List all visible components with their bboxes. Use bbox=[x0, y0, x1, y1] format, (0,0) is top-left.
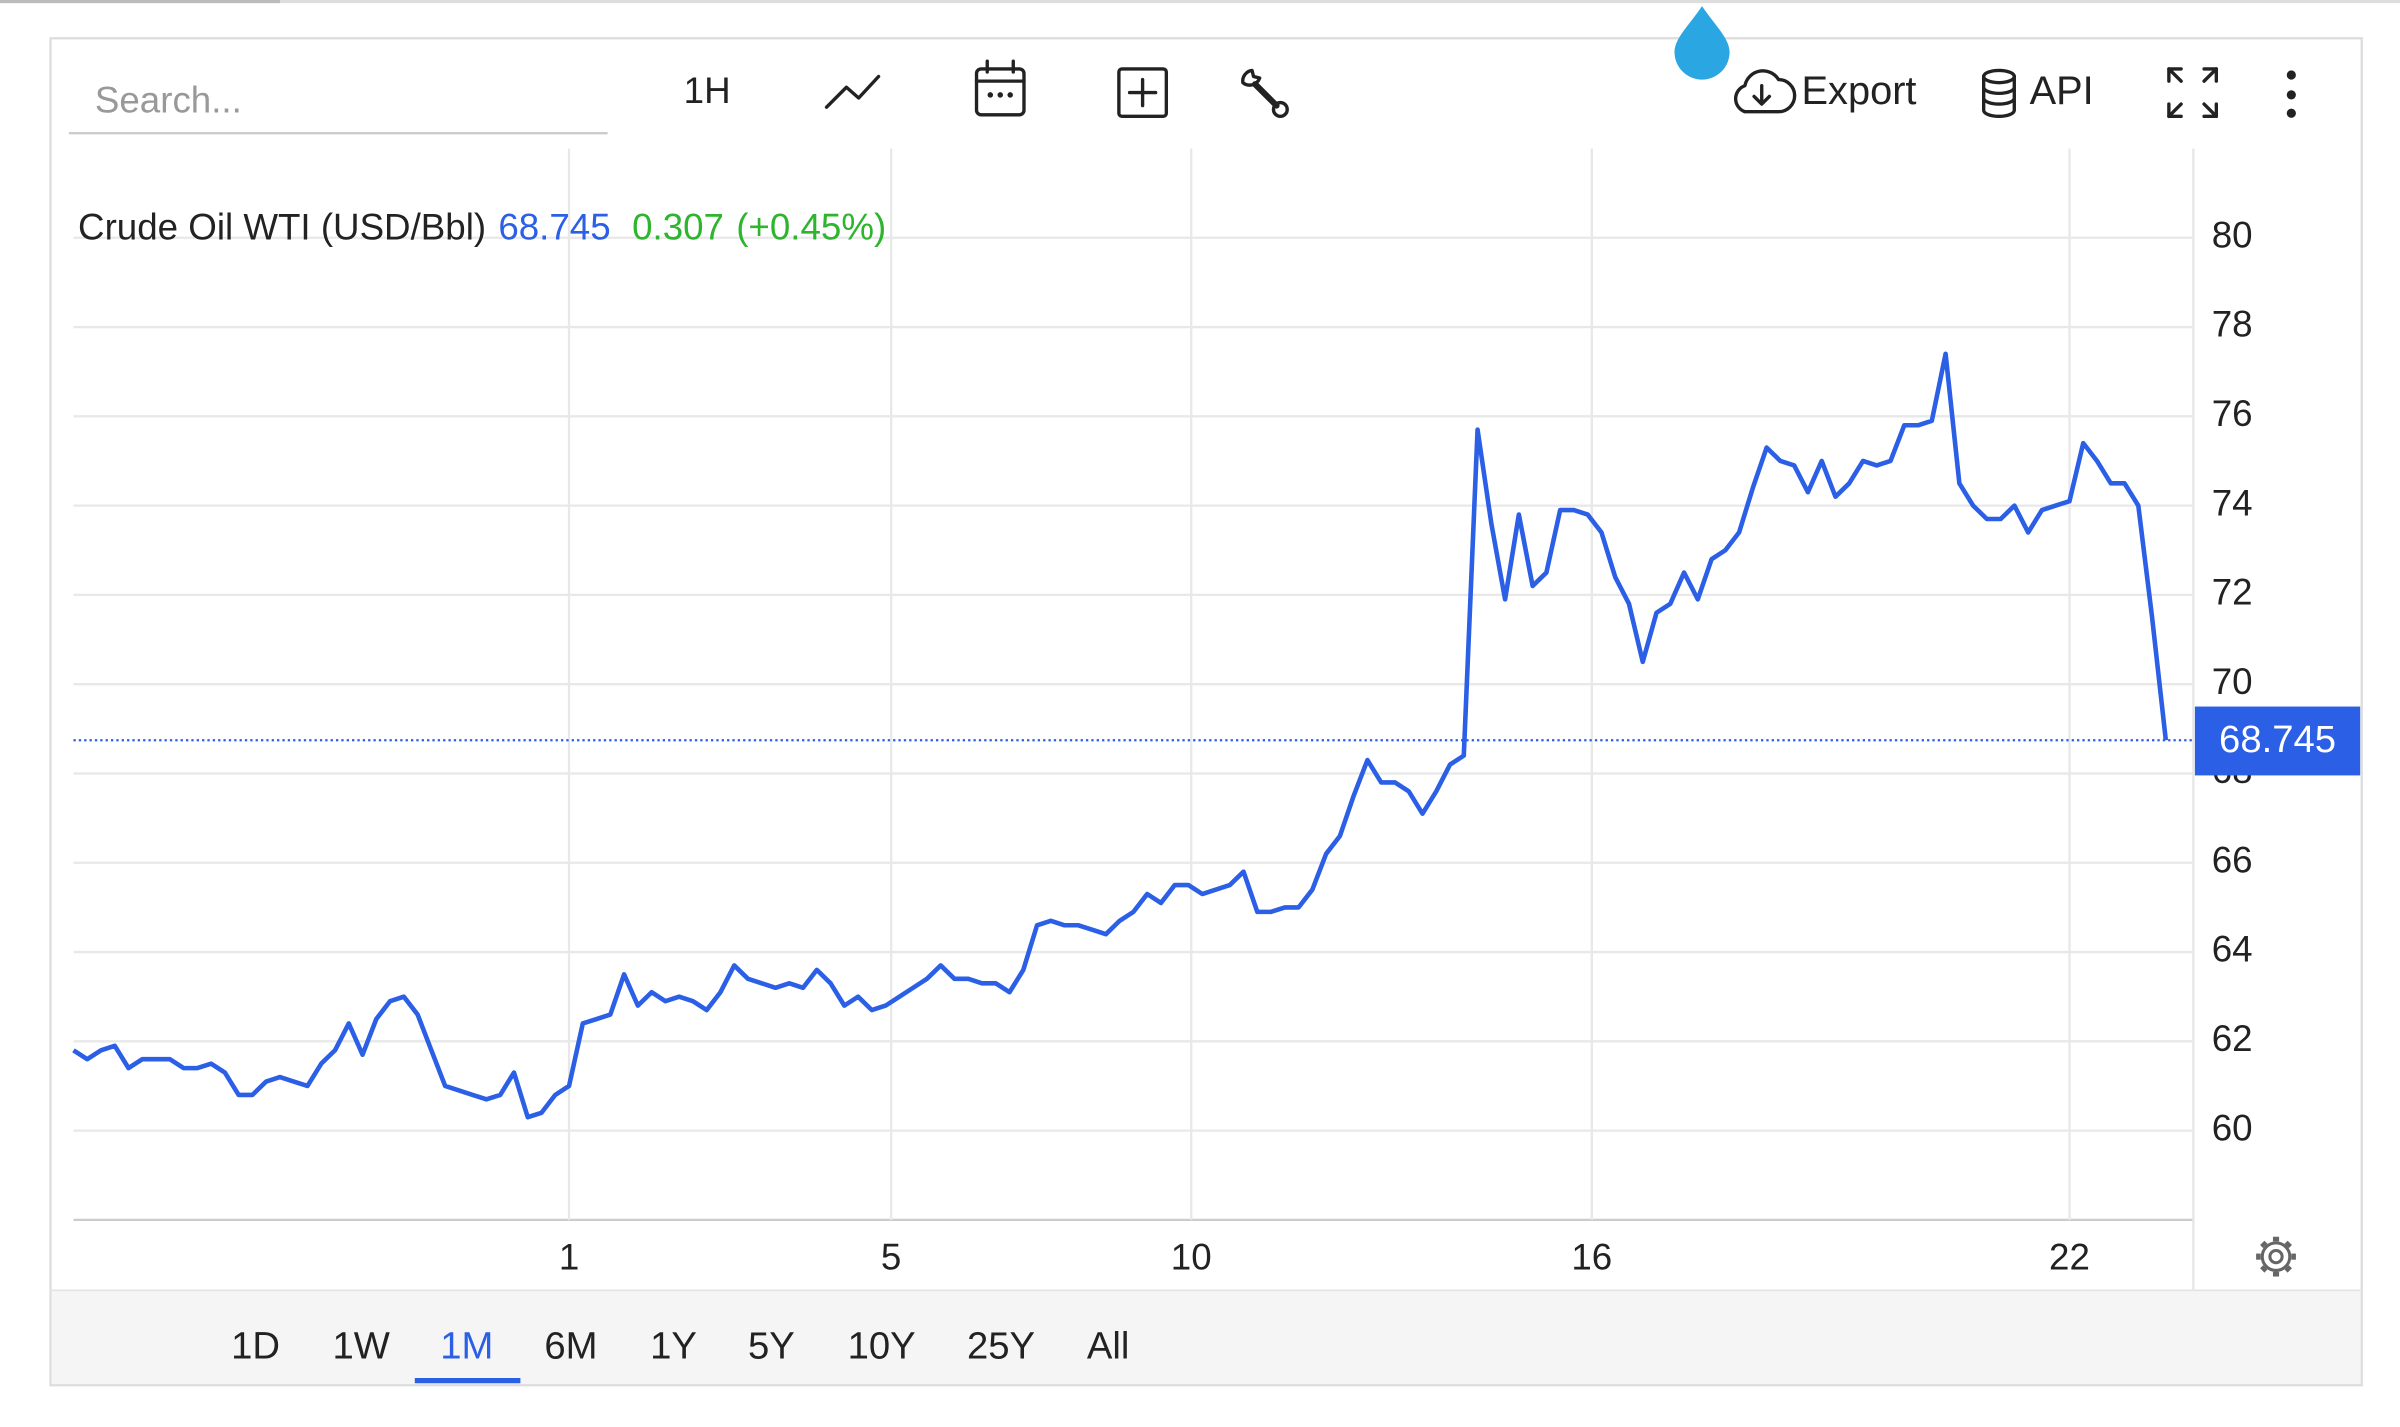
plot: 60626466687072747678801510162268.745Crud… bbox=[72, 148, 2361, 1277]
y-tick-label: 74 bbox=[2212, 482, 2253, 523]
add-indicator-icon[interactable] bbox=[1117, 67, 1169, 119]
fullscreen-icon[interactable] bbox=[2167, 67, 2219, 119]
cloud-arrow-head bbox=[1752, 94, 1772, 106]
y-tick-label: 66 bbox=[2212, 839, 2253, 880]
range-button[interactable]: 25Y bbox=[967, 1325, 1035, 1368]
range-button[interactable]: 1Y bbox=[650, 1325, 697, 1368]
api-label: API bbox=[2030, 69, 2094, 113]
card bbox=[49, 37, 2363, 1387]
x-tick-label: 1 bbox=[559, 1236, 579, 1277]
range-button[interactable]: All bbox=[1087, 1325, 1130, 1368]
x-tick-label: 22 bbox=[2049, 1236, 2090, 1277]
x-tick-label: 5 bbox=[881, 1236, 901, 1277]
range-button[interactable]: 1D bbox=[231, 1325, 280, 1368]
y-tick-label: 78 bbox=[2212, 304, 2253, 345]
chart-settings-icon[interactable] bbox=[2256, 1236, 2296, 1277]
cloud-icon bbox=[1733, 69, 1797, 114]
y-tick-label: 60 bbox=[2212, 1107, 2253, 1148]
api-button[interactable]: API bbox=[1981, 68, 2094, 118]
range-button[interactable]: 5Y bbox=[748, 1325, 795, 1368]
legend-change-percent: (+0.45%) bbox=[736, 206, 886, 247]
y-tick-label: 80 bbox=[2212, 214, 2253, 255]
legend-change: 0.307 bbox=[632, 206, 724, 247]
x-tick-label: 10 bbox=[1171, 1236, 1212, 1277]
legend: Crude Oil WTI (USD/Bbl) 68.745 0.307 (+0.45… bbox=[78, 206, 886, 247]
export-label: Export bbox=[1802, 69, 1917, 113]
range-button[interactable]: 6M bbox=[544, 1325, 597, 1368]
calendar-icon[interactable] bbox=[974, 59, 1026, 117]
settings-wrench-icon[interactable] bbox=[1241, 68, 1289, 119]
legend-price: 68.745 bbox=[498, 206, 610, 247]
series-name: Crude Oil WTI (USD/Bbl) bbox=[78, 206, 486, 247]
range-button[interactable]: 10Y bbox=[848, 1325, 916, 1368]
chart-type-icon[interactable] bbox=[824, 74, 881, 109]
price-line bbox=[72, 351, 2169, 1120]
range-buttons: 1D 1W 1M 6M 1Y 5Y 10Y 25Y All bbox=[231, 1325, 1130, 1384]
y-tick-label: 62 bbox=[2212, 1018, 2253, 1059]
y-tick-label: 64 bbox=[2212, 929, 2253, 970]
search-box[interactable]: Search... bbox=[68, 79, 608, 135]
more-menu[interactable] bbox=[2286, 70, 2296, 118]
search-placeholder: Search... bbox=[95, 79, 242, 120]
last-price-label: 68.745 bbox=[2219, 718, 2336, 761]
drop-icon bbox=[1674, 6, 1730, 80]
range-bar bbox=[51, 1290, 2361, 1385]
export-button[interactable]: Export bbox=[1733, 69, 1917, 114]
x-tick-label: 16 bbox=[1571, 1236, 1612, 1277]
range-button[interactable]: 1W bbox=[333, 1325, 390, 1368]
y-tick-label: 76 bbox=[2212, 393, 2253, 434]
interval-button[interactable]: 1H bbox=[684, 70, 731, 111]
y-tick-label: 70 bbox=[2212, 661, 2253, 702]
range-button[interactable]: 1M bbox=[440, 1325, 493, 1368]
db-icon-body bbox=[1981, 74, 2016, 118]
last-price-badge bbox=[2194, 706, 2361, 776]
y-tick-label: 72 bbox=[2212, 572, 2253, 613]
